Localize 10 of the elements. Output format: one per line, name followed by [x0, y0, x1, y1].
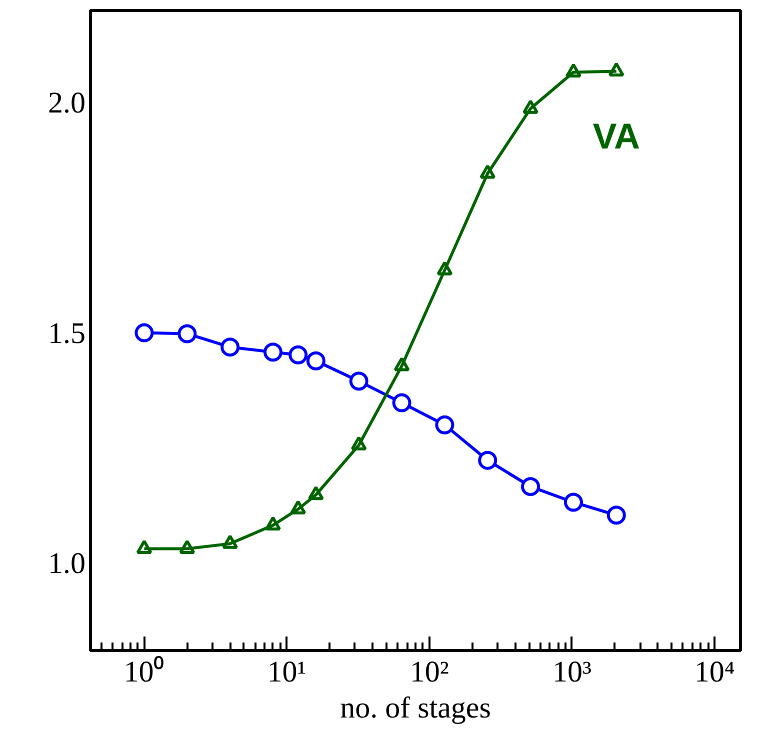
x-tick-label: 10⁴ [694, 656, 735, 688]
series-label: VA [592, 115, 640, 156]
x-tick-label: 10⁰ [124, 656, 165, 688]
y-tick-label: 2.0 [48, 86, 86, 120]
x-axis-title: no. of stages [340, 692, 491, 724]
y-tick-label: 1.5 [48, 316, 86, 350]
x-tick-label: 10³ [552, 656, 592, 688]
x-tick-label: 10² [410, 656, 449, 688]
x-tick-label: 10¹ [267, 656, 306, 688]
y-tick-label: 1.0 [48, 547, 86, 580]
